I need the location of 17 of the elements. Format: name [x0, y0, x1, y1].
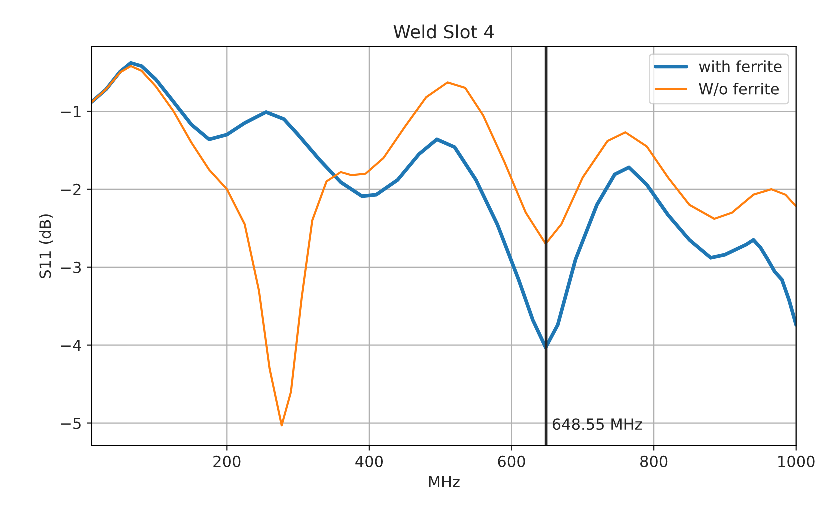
y-axis-title: S11 (dB) — [39, 214, 53, 278]
ref-line-label: 648.55 MHz — [552, 418, 642, 430]
legend-label: W/o ferrite — [699, 83, 779, 96]
line-series — [92, 61, 796, 350]
chart-title: Weld Slot 4 — [394, 24, 494, 39]
y-tick-label: −3 — [61, 262, 82, 274]
x-tick-label: 600 — [498, 456, 526, 468]
x-tick-label: 400 — [356, 456, 384, 468]
y-tick-label: −4 — [61, 340, 82, 352]
y-tick-label: −5 — [61, 418, 81, 430]
x-tick-label: 1000 — [778, 456, 815, 468]
y-tick-label: −2 — [61, 184, 81, 196]
x-tick-label: 200 — [214, 456, 241, 468]
x-tick-label: 800 — [640, 456, 668, 468]
legend-label: with ferrite — [699, 60, 782, 72]
x-axis-title: MHz — [429, 476, 460, 488]
y-tick-label: −1 — [61, 106, 81, 118]
